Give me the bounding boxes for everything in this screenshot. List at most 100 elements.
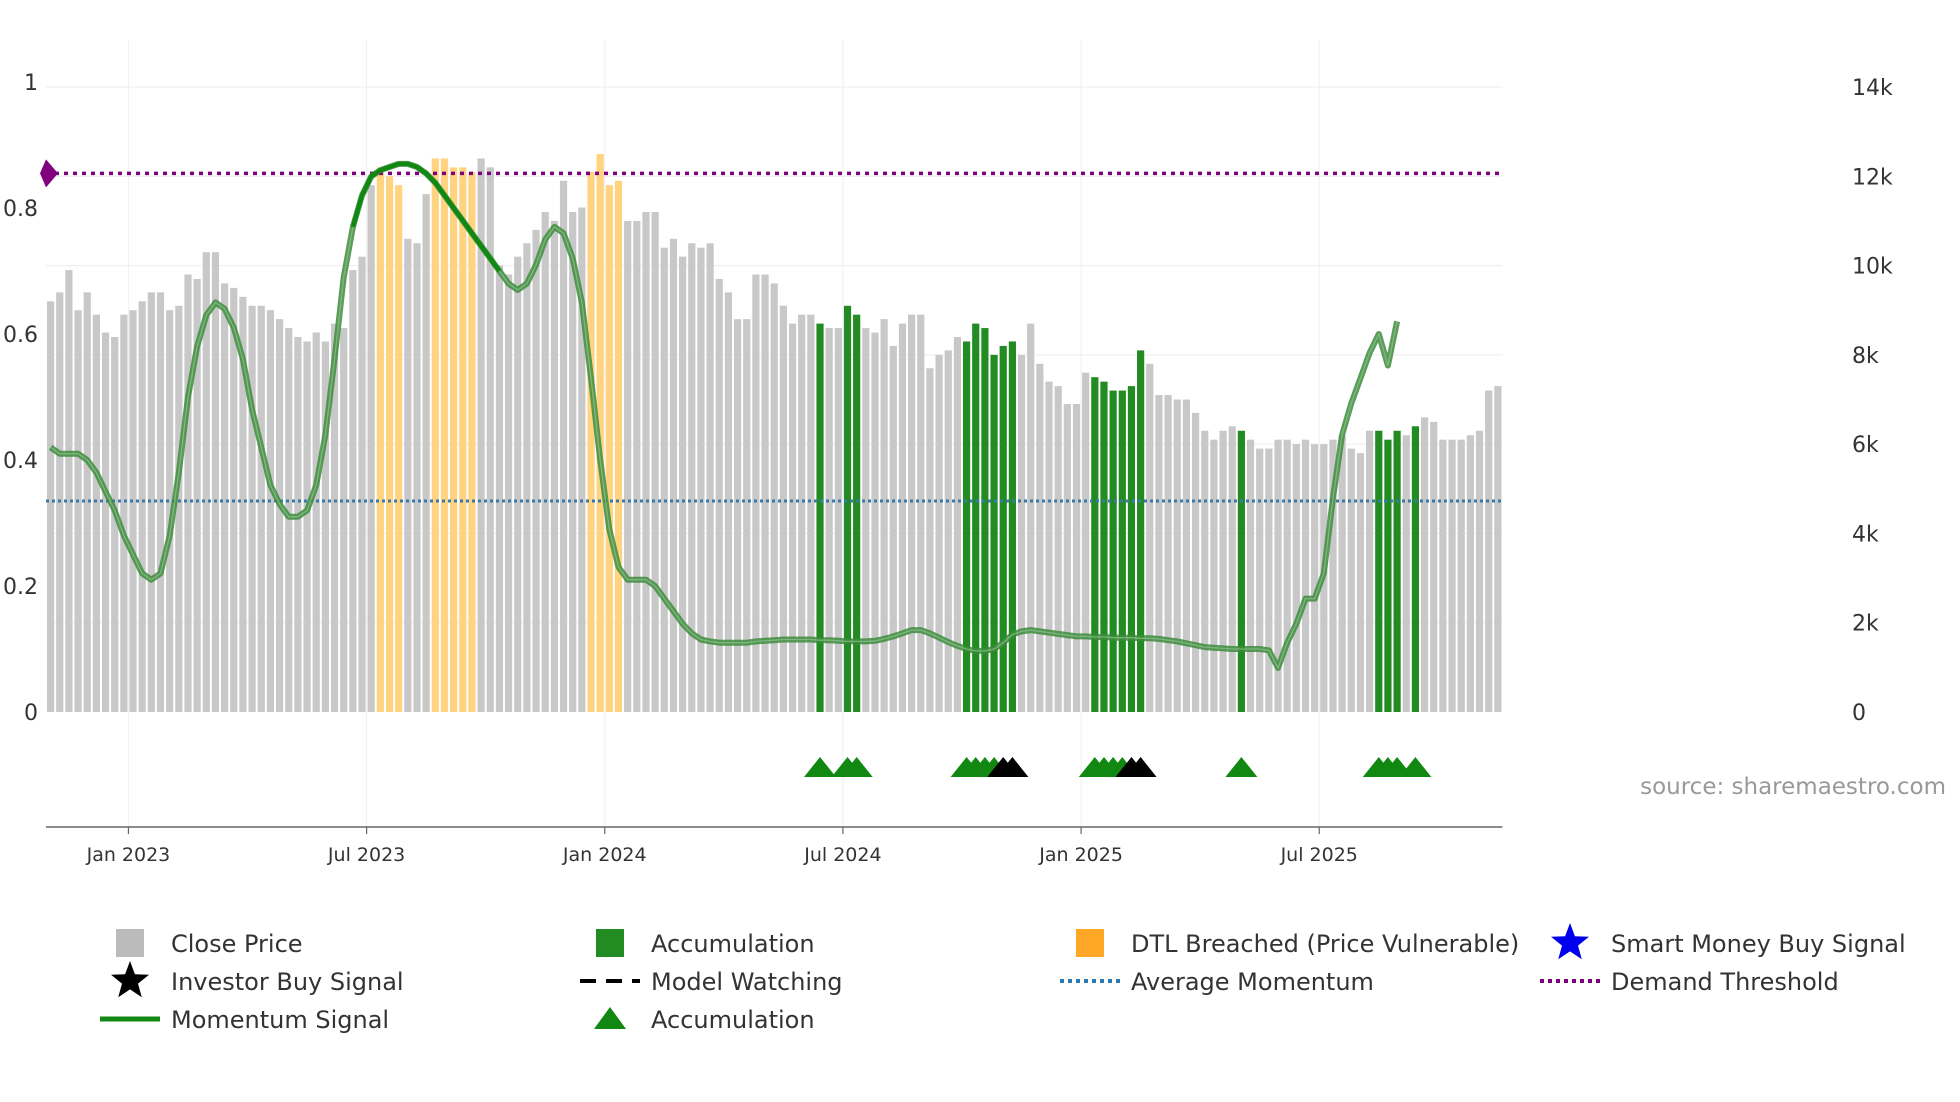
x-tick-label: Jan 2025 <box>1038 844 1123 866</box>
legend-model-watching-label: Model Watching <box>651 968 843 996</box>
accumulation-marker <box>1399 757 1432 777</box>
accumulation-bar <box>1100 381 1108 712</box>
dtl-breached-bar <box>440 158 449 712</box>
legend-close-price-label: Close Price <box>171 930 303 958</box>
legend-smart-money-buy-signal-label: Smart Money Buy Signal <box>1611 930 1906 958</box>
momentum-signal-highlight <box>50 163 1398 670</box>
close-price-bar <box>1430 421 1438 712</box>
close-price-bar <box>1466 435 1474 712</box>
close-price-bar <box>221 283 229 712</box>
close-price-bar <box>908 314 916 712</box>
y-right-tick-label: 6k <box>1852 433 1879 458</box>
y-right-tick-label: 0 <box>1852 701 1866 726</box>
investor-buy-marker <box>1124 757 1157 777</box>
close-price-bar <box>138 301 146 712</box>
accumulation-bar <box>962 341 971 712</box>
dtl-breached-bar <box>450 167 458 713</box>
dtl-breached-bar <box>431 158 439 712</box>
close-price-bar <box>413 243 421 712</box>
close-price-bar <box>65 270 73 712</box>
close-price-bar <box>788 323 797 712</box>
close-price-bar <box>578 207 586 713</box>
close-price-bar <box>257 305 265 712</box>
close-price-bar <box>1311 444 1319 712</box>
close-price-bar <box>1191 412 1200 712</box>
close-price-bar <box>239 296 247 712</box>
accumulation-bar <box>853 314 861 712</box>
dtl-breached-bar <box>587 171 595 712</box>
close-price-bar <box>1338 435 1346 712</box>
accumulation-bar <box>1118 390 1126 712</box>
close-price-bar <box>871 332 879 712</box>
close-price-bar <box>697 247 705 712</box>
close-price-bar <box>1265 448 1273 712</box>
close-price-bar <box>266 310 275 712</box>
signal-lines <box>40 159 1503 671</box>
close-price-bar <box>541 212 549 712</box>
close-price-bar <box>1329 439 1337 712</box>
close-price-bar <box>1017 354 1026 712</box>
y-left-tick-label: 0 <box>24 701 38 726</box>
close-price-bar <box>917 314 925 712</box>
close-price-bar <box>1228 426 1236 712</box>
accumulation-bar <box>843 305 852 712</box>
source-label: source: sharemaestro.com <box>1640 774 1946 800</box>
accumulation-bar <box>816 323 824 712</box>
close-price-bar <box>294 337 302 712</box>
close-price-bar <box>1439 439 1447 712</box>
close-price-bar <box>202 252 210 712</box>
y-right-tick-label: 2k <box>1852 612 1879 637</box>
close-price-bar <box>74 310 82 712</box>
close-price-bar <box>514 256 522 712</box>
close-price-bar <box>1356 453 1365 712</box>
close-price-bar <box>111 337 119 712</box>
close-price-bar <box>504 274 513 712</box>
close-price-bar <box>834 328 842 712</box>
close-price-bar <box>1283 439 1291 712</box>
close-price-bar <box>92 314 100 712</box>
y-left-tick-label: 0.8 <box>3 197 38 222</box>
accumulation-bar <box>1237 430 1245 712</box>
close-price-bar <box>733 319 742 712</box>
close-price-bar <box>83 292 91 712</box>
x-tick-label: Jul 2023 <box>327 844 405 866</box>
close-price-bar <box>477 158 485 712</box>
close-price-bar <box>340 328 348 712</box>
close-price-bar <box>953 337 962 712</box>
close-price-bar <box>523 243 531 712</box>
close-price-bar <box>129 310 137 712</box>
close-price-bar <box>1173 399 1181 712</box>
accumulation-marker <box>1225 757 1258 777</box>
y-right-tick-label: 8k <box>1852 344 1879 369</box>
close-price-bar <box>1146 363 1154 712</box>
close-price-bar <box>532 229 540 713</box>
accumulation-bar <box>1411 426 1420 712</box>
y-right-tick-label: 4k <box>1852 522 1879 547</box>
y-right-tick-label: 10k <box>1852 255 1893 280</box>
close-price-bar <box>1301 439 1310 712</box>
close-price-bar <box>898 323 907 712</box>
dtl-breached-bar <box>468 171 476 712</box>
accumulation-bar <box>1091 377 1099 712</box>
close-price-bar <box>944 350 952 712</box>
close-price-bar <box>175 305 183 712</box>
x-tick-label: Jul 2024 <box>803 844 881 866</box>
accumulation-bar <box>1109 390 1117 712</box>
accumulation-marker <box>840 757 873 777</box>
close-price-bar <box>1420 417 1429 712</box>
accumulation-bar <box>972 323 980 712</box>
close-price-bar <box>321 341 329 712</box>
close-price-bar <box>1256 448 1264 712</box>
close-price-bar <box>285 328 293 712</box>
close-price-bar <box>669 238 678 713</box>
accumulation-bar <box>1127 386 1136 712</box>
close-price-bar <box>1155 395 1163 712</box>
close-price-bar <box>724 292 733 712</box>
close-price-bar <box>358 256 366 712</box>
close-price-bar <box>248 305 256 712</box>
legend-investor-buy-signal-label: Investor Buy Signal <box>171 968 404 996</box>
close-price-bar <box>1292 444 1300 712</box>
accumulation-bar <box>1375 430 1383 712</box>
dtl-breached-bar <box>376 167 384 713</box>
accumulation-marker <box>804 757 836 777</box>
